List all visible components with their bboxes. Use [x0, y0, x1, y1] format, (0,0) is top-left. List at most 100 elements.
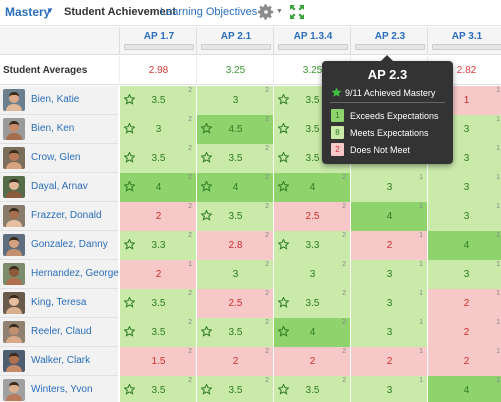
assessment-count: 1 [419, 319, 423, 326]
objective-label[interactable]: AP 3.1 [451, 31, 483, 42]
assessment-count: 1 [419, 174, 423, 181]
score-value: 3.5 [228, 385, 243, 396]
assessment-count: 1 [496, 174, 500, 181]
assessment-count: 2 [265, 348, 269, 355]
score-value: 1 [463, 95, 470, 106]
student-name-link[interactable]: Walker, Clark [31, 355, 91, 366]
objective-label[interactable]: AP 1.7 [143, 31, 175, 42]
objective-label[interactable]: AP 1.3.4 [293, 31, 333, 42]
star-icon [124, 384, 135, 395]
objective-label[interactable]: AP 2.1 [220, 31, 252, 42]
score-cell[interactable]: 2.5 2 [196, 289, 273, 318]
score-value: 2 [155, 269, 162, 280]
student-name-link[interactable]: Gonzalez, Danny [31, 239, 108, 250]
legend-count-badge: 1 [331, 109, 344, 122]
title-separator: · [151, 6, 155, 18]
student-name-cell: Frazzer, Donald [0, 202, 118, 231]
expand-icon[interactable] [289, 4, 305, 20]
score-cell[interactable]: 2.5 2 [273, 202, 350, 231]
objective-column-header[interactable]: AP 3.1 [427, 27, 501, 55]
settings-caret-icon[interactable]: ▼ [276, 8, 283, 15]
objective-column-header[interactable]: AP 1.7 [119, 27, 197, 55]
objective-label[interactable]: AP 2.3 [374, 31, 406, 42]
student-name-cell: Crow, Glen [0, 144, 118, 173]
objective-column-header[interactable]: AP 1.3.4 [273, 27, 351, 55]
score-cell[interactable]: 1.5 2 [119, 347, 196, 376]
student-name-link[interactable]: Bien, Ken [31, 123, 75, 134]
score-cell[interactable]: 2.8 2 [196, 231, 273, 260]
mastery-caret-icon[interactable]: ▼ [46, 6, 54, 15]
score-value: 3 [155, 124, 162, 135]
star-icon [124, 181, 135, 192]
student-name-link[interactable]: Reeler, Claud [31, 326, 92, 337]
assessment-count: 2 [342, 203, 346, 210]
score-cell[interactable]: 4.5 2 [196, 115, 273, 144]
toolbar: Mastery ▼ Student Achievement · Learning… [0, 0, 501, 26]
student-name-link[interactable]: Crow, Glen [31, 152, 81, 163]
score-value: 2 [463, 356, 470, 367]
score-cell[interactable]: 3.3 2 [273, 231, 350, 260]
assessment-count: 1 [496, 377, 500, 384]
score-value: 3 [386, 298, 393, 309]
student-row: Gonzalez, Danny 3.3 2 2.8 2 3.3 2 2 1 4 1 [0, 231, 501, 260]
score-cell[interactable]: 3.3 2 [119, 231, 196, 260]
score-value: 4 [155, 182, 162, 193]
learning-objectives-link[interactable]: Learning Objectives [160, 6, 258, 18]
objective-progress-bar [432, 44, 501, 50]
student-name-link[interactable]: Dayal, Arnav [31, 181, 88, 192]
objective-column-header[interactable]: AP 2.1 [196, 27, 274, 55]
score-value: 2.8 [228, 240, 243, 251]
avatar [3, 89, 25, 111]
avatar [3, 350, 25, 372]
star-icon [278, 297, 289, 308]
student-name-link[interactable]: King, Teresa [31, 297, 87, 308]
objective-column-header[interactable]: AP 2.3 [350, 27, 428, 55]
gear-icon[interactable] [257, 3, 275, 21]
score-value: 3.5 [305, 385, 320, 396]
student-name-link[interactable]: Bien, Katie [31, 94, 80, 105]
student-name-link[interactable]: Winters, Yvon [31, 384, 93, 395]
student-name-link[interactable]: Hernandez, George [31, 268, 119, 279]
student-name-link[interactable]: Frazzer, Donald [31, 210, 102, 221]
mastery-dropdown[interactable]: Mastery [5, 5, 51, 19]
